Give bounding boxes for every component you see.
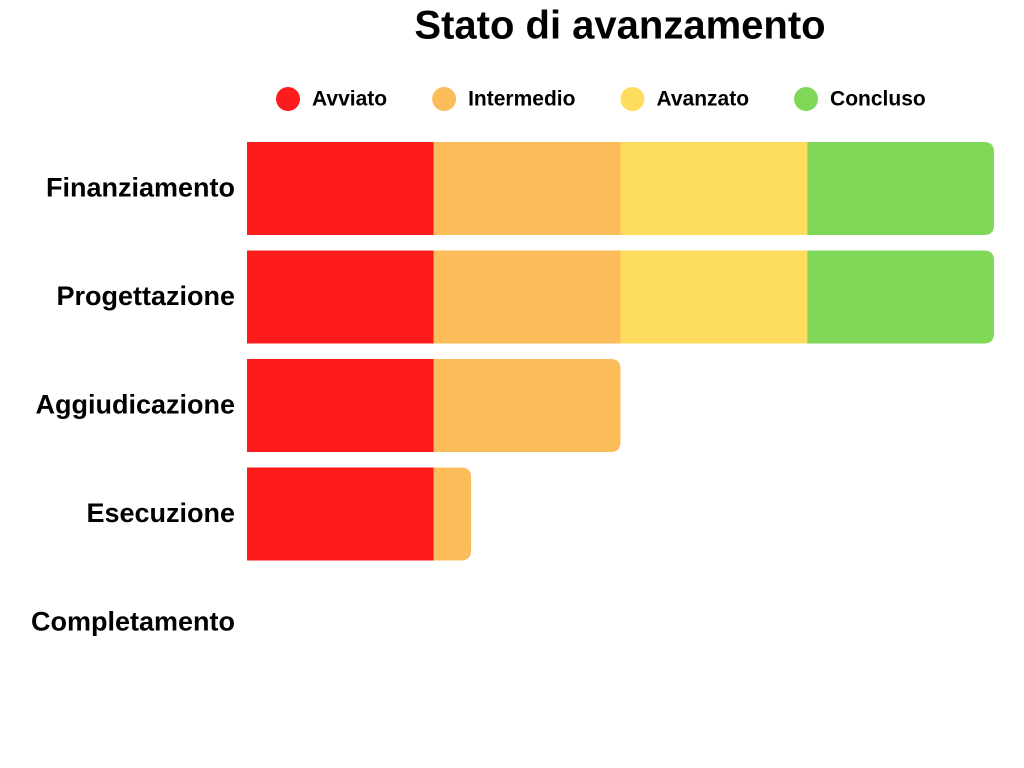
bar-segment <box>807 142 994 235</box>
bar-segment <box>247 250 434 344</box>
bar-segment <box>247 142 434 235</box>
bar-segment <box>247 467 434 561</box>
legend-label: Concluso <box>830 88 926 111</box>
legend-marker <box>276 87 300 111</box>
y-tick-label: Esecuzione <box>86 498 235 528</box>
legend-label: Avanzato <box>656 88 749 111</box>
legend-marker <box>432 87 457 111</box>
bar-segment <box>620 142 808 235</box>
bar-segment <box>247 359 434 452</box>
y-tick-label: Completamento <box>31 607 235 637</box>
legend-label: Intermedio <box>468 88 575 111</box>
y-tick-label: Progettazione <box>56 281 235 311</box>
bar-segment <box>433 142 621 235</box>
legend-label: Avviato <box>312 88 387 111</box>
chart-title: Stato di avanzamento <box>414 4 825 48</box>
legend-marker <box>794 87 819 111</box>
bar-segment <box>433 467 472 561</box>
y-tick-label: Aggiudicazione <box>35 390 235 420</box>
bar-segment <box>433 359 621 452</box>
bar-segment <box>620 250 808 344</box>
bar-segment <box>433 250 621 344</box>
legend-marker <box>620 87 645 111</box>
y-tick-label: Finanziamento <box>46 173 235 203</box>
bar-segment <box>807 250 994 344</box>
